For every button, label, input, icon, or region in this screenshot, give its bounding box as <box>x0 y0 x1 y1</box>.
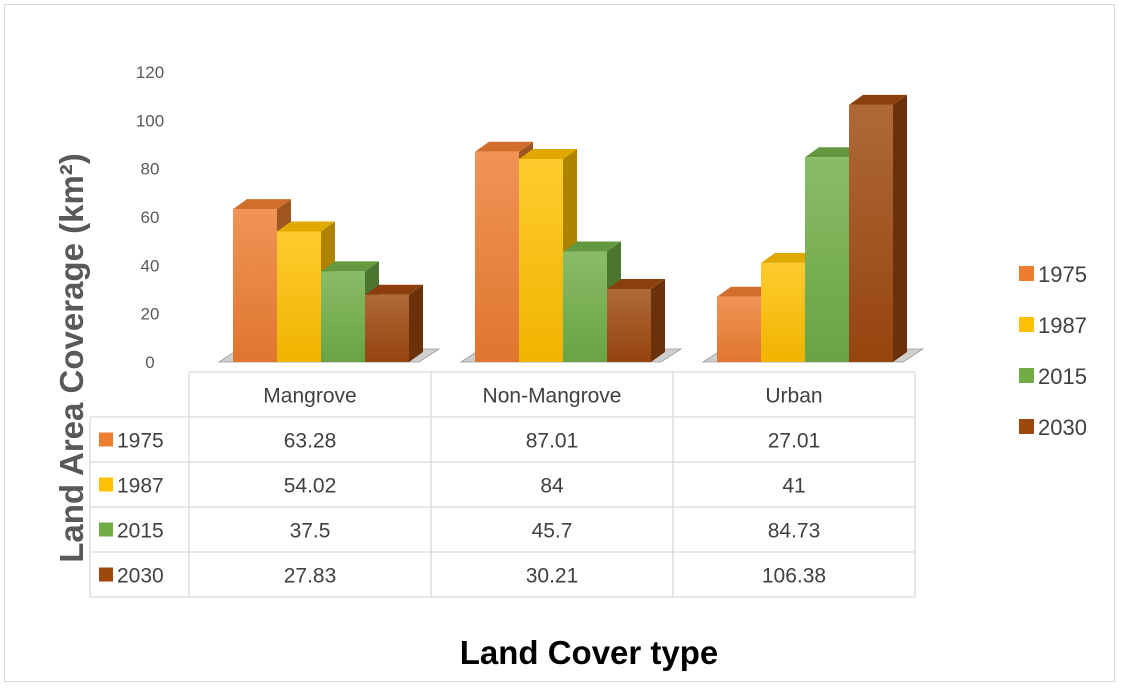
table-cell-1987-non-mangrove: 84 <box>540 475 564 498</box>
table-cell-1975-urban: 27.01 <box>768 430 821 453</box>
table-series-label-2015: 2015 <box>117 520 164 543</box>
legend-label: 2015 <box>1038 364 1087 389</box>
table-series-key-1987 <box>99 477 113 492</box>
table-series-label-1975: 1975 <box>117 430 164 453</box>
y-tick-label: 120 <box>136 63 164 82</box>
bar-front <box>321 271 365 362</box>
table-cell-1975-mangrove: 63.28 <box>284 430 337 453</box>
legend-label: 2030 <box>1038 415 1087 440</box>
table-series-key-1975 <box>99 432 113 447</box>
table-cell-1987-urban: 41 <box>782 475 805 498</box>
bar-front <box>563 251 607 362</box>
table-cell-1975-non-mangrove: 87.01 <box>526 430 579 453</box>
bar-mangrove-2030 <box>365 284 423 362</box>
bar-top <box>321 261 379 272</box>
bar-top <box>365 284 423 295</box>
bar-urban-2030 <box>849 94 907 362</box>
bar-side <box>893 94 907 362</box>
legend-swatch <box>1019 419 1034 434</box>
bar-top <box>761 252 819 263</box>
bar-front <box>805 157 849 362</box>
category-label-mangrove: Mangrove <box>263 385 356 408</box>
table-series-label-2030: 2030 <box>117 565 164 588</box>
bar-top <box>519 149 577 159</box>
plot-area <box>233 94 907 362</box>
y-tick-label: 20 <box>141 305 160 324</box>
data-table: Mangrove Non-Mangrove Urban 1975 63.28 87.01 2… <box>89 371 916 598</box>
category-label-non-mangrove: Non-Mangrove <box>483 385 622 408</box>
table-cell-2015-mangrove: 37.5 <box>290 520 331 543</box>
bar-top <box>563 241 621 252</box>
legend-label: 1975 <box>1038 262 1087 287</box>
bar-top <box>607 278 665 289</box>
y-tick-label: 0 <box>145 353 154 372</box>
legend-item-1987: 1987 <box>1019 313 1087 338</box>
y-axis-title: Land Area Coverage (km²) <box>53 153 90 563</box>
legend: 1975 1987 2015 2030 <box>1019 262 1087 440</box>
legend-swatch <box>1019 317 1034 332</box>
bar-top <box>849 94 907 105</box>
y-tick-label: 40 <box>141 256 160 275</box>
bar-front <box>717 296 761 362</box>
bar-top <box>277 221 335 232</box>
bar-front <box>365 294 409 362</box>
bar-top <box>805 147 863 158</box>
table-cell-2030-mangrove: 27.83 <box>284 565 337 588</box>
y-tick-label: 80 <box>141 160 160 179</box>
bar-top <box>717 286 775 297</box>
table-cell-1987-mangrove: 54.02 <box>284 475 337 498</box>
table-cell-2030-non-mangrove: 30.21 <box>526 565 579 588</box>
x-axis-title: Land Cover type <box>460 634 719 671</box>
bar-front <box>761 262 805 362</box>
category-label-urban: Urban <box>765 385 822 408</box>
y-tick-label: 100 <box>136 111 164 130</box>
legend-label: 1987 <box>1038 313 1087 338</box>
bar-front <box>849 104 893 362</box>
table-cell-2015-non-mangrove: 45.7 <box>532 520 573 543</box>
bar-front <box>475 151 519 362</box>
bar-top <box>233 199 291 210</box>
bar-front <box>233 209 277 362</box>
bar-front <box>607 288 651 362</box>
legend-item-1975: 1975 <box>1019 262 1087 287</box>
bar-non-mangrove-2030 <box>607 278 665 362</box>
table-cell-2030-urban: 106.38 <box>762 565 826 588</box>
bar-side <box>409 284 423 362</box>
bar-front <box>519 159 563 362</box>
legend-swatch <box>1019 266 1034 281</box>
table-cell-2015-urban: 84.73 <box>768 520 821 543</box>
table-series-key-2015 <box>99 522 113 537</box>
bar-front <box>277 231 321 362</box>
legend-swatch <box>1019 368 1034 383</box>
table-series-label-1987: 1987 <box>117 475 164 498</box>
bar-top <box>475 141 533 152</box>
table-series-key-2030 <box>99 567 113 582</box>
legend-item-2030: 2030 <box>1019 415 1087 440</box>
y-axis: 0 20 40 60 80 100 120 <box>136 63 164 372</box>
bar-side <box>651 278 665 362</box>
legend-item-2015: 2015 <box>1019 364 1087 389</box>
y-tick-label: 60 <box>141 208 160 227</box>
